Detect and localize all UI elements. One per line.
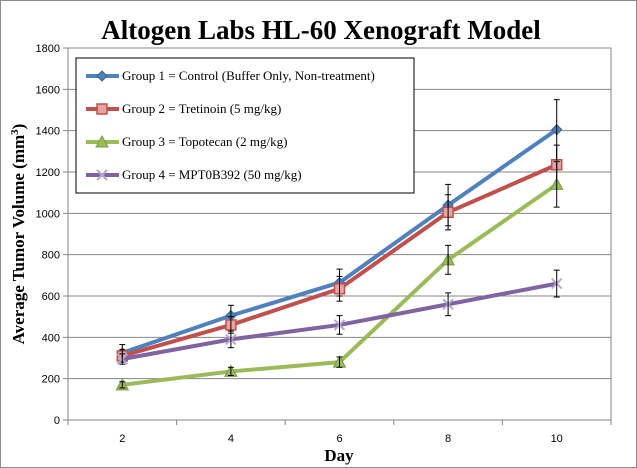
series-group-4 (116, 269, 563, 365)
x-tick-label: 4 (228, 433, 234, 445)
legend-swatch-marker (95, 134, 109, 148)
y-tick-label: 1400 (36, 126, 60, 138)
y-tick-label: 200 (42, 374, 60, 386)
error-bar (119, 353, 126, 365)
error-bar (336, 356, 343, 368)
chart-title: Altogen Labs HL-60 Xenograft Model (101, 15, 541, 45)
y-axis-title-end: ) (9, 124, 28, 130)
error-bar (119, 381, 126, 389)
error-bar (445, 244, 452, 275)
y-axis-title-main: Average Tumor Volume (mm (9, 135, 28, 345)
legend-swatch-marker (96, 169, 108, 181)
x-tick-label: 6 (336, 433, 342, 445)
legend-swatch-marker (96, 70, 108, 82)
y-axis-title: Average Tumor Volume (mm3) (9, 124, 28, 345)
y-tick-label: 600 (42, 291, 60, 303)
plot-area (67, 47, 612, 421)
legend-item-3: Group 3 = Topotecan (2 mg/kg) (86, 134, 287, 149)
error-bar (445, 194, 452, 231)
legend-box (75, 57, 415, 194)
y-tick-label: 1600 (36, 84, 60, 96)
series-layer (115, 99, 564, 391)
tick-layer: 0 200 400 600 800 1000 1200 1400 1600 1800 2 4 6 8 10 (36, 43, 612, 445)
legend-label: Group 3 = Topotecan (2 mg/kg) (122, 134, 287, 149)
x-tick-label: 10 (551, 433, 563, 445)
error-bar (336, 275, 343, 302)
y-tick-label: 0 (54, 415, 60, 427)
legend-item-4: Group 4 = MPT0B392 (50 mg/kg) (86, 167, 302, 182)
legend-swatch-marker (96, 103, 108, 115)
error-bar (336, 315, 343, 335)
x-axis-title: Day (324, 446, 354, 465)
legend: Group 1 = Control (Buffer Only, Non-trea… (75, 57, 415, 194)
legend-item-1: Group 1 = Control (Buffer Only, Non-trea… (86, 68, 375, 83)
x-tick-label: 2 (119, 433, 125, 445)
error-bar (227, 366, 234, 377)
error-bar (445, 292, 452, 317)
legend-label: Group 4 = MPT0B392 (50 mg/kg) (122, 167, 302, 182)
error-bar (227, 330, 234, 349)
series-group-3 (115, 161, 564, 391)
legend-label: Group 1 = Control (Buffer Only, Non-trea… (122, 68, 375, 83)
error-bar (553, 161, 560, 208)
legend-item-2: Group 2 = Tretinoin (5 mg/kg) (86, 101, 281, 116)
x-tick-label: 8 (445, 433, 451, 445)
y-tick-label: 800 (42, 250, 60, 262)
y-tick-label: 400 (42, 332, 60, 344)
y-tick-label: 1000 (36, 208, 60, 220)
error-bar (553, 269, 560, 298)
marker-stroke (96, 169, 108, 181)
y-tick-label: 1800 (36, 43, 60, 55)
y-axis-title-superscript: 3 (9, 129, 21, 135)
y-tick-label: 1200 (36, 167, 60, 179)
legend-label: Group 2 = Tretinoin (5 mg/kg) (122, 101, 281, 116)
